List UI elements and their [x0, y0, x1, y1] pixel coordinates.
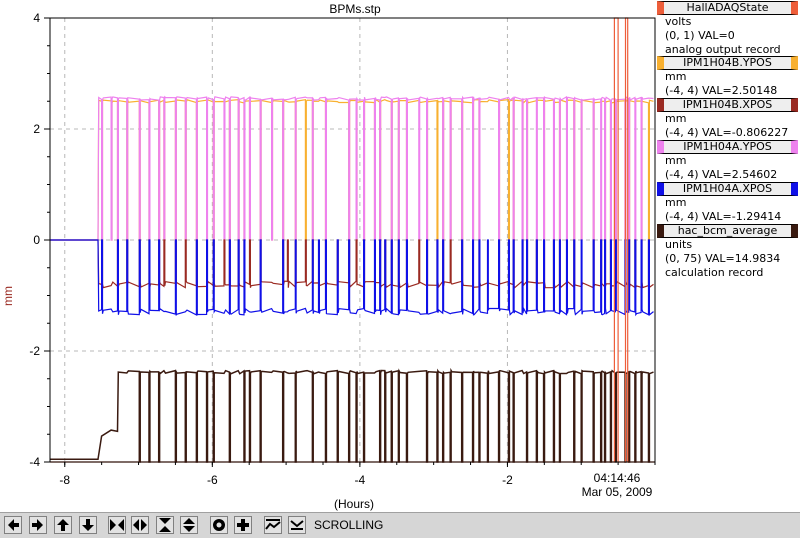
legend-item-detail: volts: [665, 15, 692, 28]
time-label: 04:14:46: [594, 471, 641, 485]
scroll-left-button[interactable]: [4, 516, 22, 534]
zoom-out-y-button[interactable]: [180, 516, 198, 534]
y-tick-label: -2: [29, 344, 40, 358]
zoom-in-y-button[interactable]: [156, 516, 174, 534]
legend-item[interactable]: HallADAQState volts (0, 1) VAL=0 analog out…: [657, 1, 800, 57]
zoom-out-x-button[interactable]: [131, 516, 149, 534]
legend-item-detail: mm: [665, 70, 687, 83]
legend-item[interactable]: IPM1H04A.YPOS mm (-4, 4) VAL=2.54602: [657, 140, 800, 182]
legend-item-detail: (-4, 4) VAL=2.54602: [665, 168, 778, 181]
refresh-button[interactable]: [288, 516, 306, 534]
add-button[interactable]: [234, 516, 252, 534]
plus-icon: [237, 519, 249, 531]
legend-item-name[interactable]: HallADAQState: [657, 1, 798, 15]
arrow-down-icon: [82, 519, 94, 531]
legend-item-detail: mm: [665, 154, 687, 167]
y-tick-label: -4: [29, 455, 40, 469]
x-tick-label: -4: [355, 473, 366, 487]
legend-item-detail: calculation record: [665, 266, 764, 279]
y-tick-label: 4: [33, 11, 40, 25]
x-tick-label: -6: [207, 473, 218, 487]
plot-title: BPMs.stp: [329, 2, 381, 16]
legend-item-detail: (0, 1) VAL=0: [665, 29, 735, 42]
legend-item[interactable]: IPM1H04B.YPOS mm (-4, 4) VAL=2.50148: [657, 56, 800, 98]
gear-icon: [213, 519, 225, 531]
legend-item-detail: (0, 75) VAL=14.9834: [665, 252, 781, 265]
arrow-left-icon: [8, 519, 19, 531]
trace-ipm1h04a-xpos: [50, 239, 654, 317]
legend-item-detail: mm: [665, 112, 687, 125]
scroll-mode-icon: [265, 519, 281, 530]
scroll-right-button[interactable]: [29, 516, 47, 534]
y-axis-label: mm: [1, 286, 15, 306]
trace-hac-bcm-average: [50, 367, 654, 463]
config-button[interactable]: [210, 516, 228, 534]
status-text: SCROLLING: [314, 518, 384, 532]
x-axis-label: (Hours): [334, 497, 374, 511]
toolbar: SCROLLING: [0, 512, 800, 538]
legend-panel: HallADAQState volts (0, 1) VAL=0 analog out…: [657, 0, 800, 512]
legend-item-name[interactable]: IPM1H04A.XPOS: [657, 182, 798, 196]
arrow-up-icon: [57, 519, 69, 531]
x-tick-label: -8: [59, 473, 70, 487]
legend-item-detail: mm: [665, 196, 687, 209]
legend-item-detail: (-4, 4) VAL=-1.29414: [665, 210, 782, 223]
legend-item[interactable]: hac_bcm_average units (0, 75) VAL=14.9834 c…: [657, 224, 800, 280]
legend-item-detail: units: [665, 238, 693, 251]
trace-line: [50, 239, 654, 317]
scroll-mode-button[interactable]: [264, 516, 282, 534]
legend-item[interactable]: IPM1H04A.XPOS mm (-4, 4) VAL=-1.29414: [657, 182, 800, 224]
zoom-out-x-icon: [133, 519, 147, 531]
legend-item[interactable]: IPM1H04B.XPOS mm (-4, 4) VAL=-0.806227: [657, 98, 800, 140]
legend-item-name[interactable]: IPM1H04B.YPOS: [657, 56, 798, 70]
date-label: Mar 05, 2009: [582, 485, 653, 499]
zoom-out-y-icon: [183, 518, 195, 532]
legend-item-detail: analog output record: [665, 43, 781, 56]
y-tick-label: 0: [33, 233, 40, 247]
zoom-in-y-icon: [159, 518, 171, 532]
zoom-in-x-icon: [110, 519, 124, 531]
legend-item-name[interactable]: hac_bcm_average: [657, 224, 798, 238]
x-tick-label: -2: [502, 473, 513, 487]
refresh-icon: [290, 520, 304, 530]
stripchart-plot[interactable]: -8 -6 -4 -2 -4 -2 0 2 4 BPMs.stp mm (Hours) 04:1…: [0, 0, 800, 512]
zoom-in-x-button[interactable]: [108, 516, 126, 534]
trace-line: [50, 367, 654, 463]
arrow-right-icon: [32, 519, 43, 531]
legend-item-name[interactable]: IPM1H04B.XPOS: [657, 98, 798, 112]
scroll-up-button[interactable]: [54, 516, 72, 534]
plot-axes: -8 -6 -4 -2 -4 -2 0 2 4: [29, 11, 656, 487]
legend-item-name[interactable]: IPM1H04A.YPOS: [657, 140, 798, 154]
legend-item-detail: (-4, 4) VAL=2.50148: [665, 84, 778, 97]
legend-item-detail: (-4, 4) VAL=-0.806227: [665, 126, 789, 139]
y-tick-label: 2: [33, 122, 40, 136]
trace-line: [50, 95, 654, 241]
plot-area[interactable]: -8 -6 -4 -2 -4 -2 0 2 4 BPMs.stp mm (Hours) 04:1…: [0, 0, 800, 512]
trace-ipm1h04a-ypos: [50, 95, 654, 241]
plot-frame: [49, 17, 656, 463]
scroll-down-button[interactable]: [79, 516, 97, 534]
